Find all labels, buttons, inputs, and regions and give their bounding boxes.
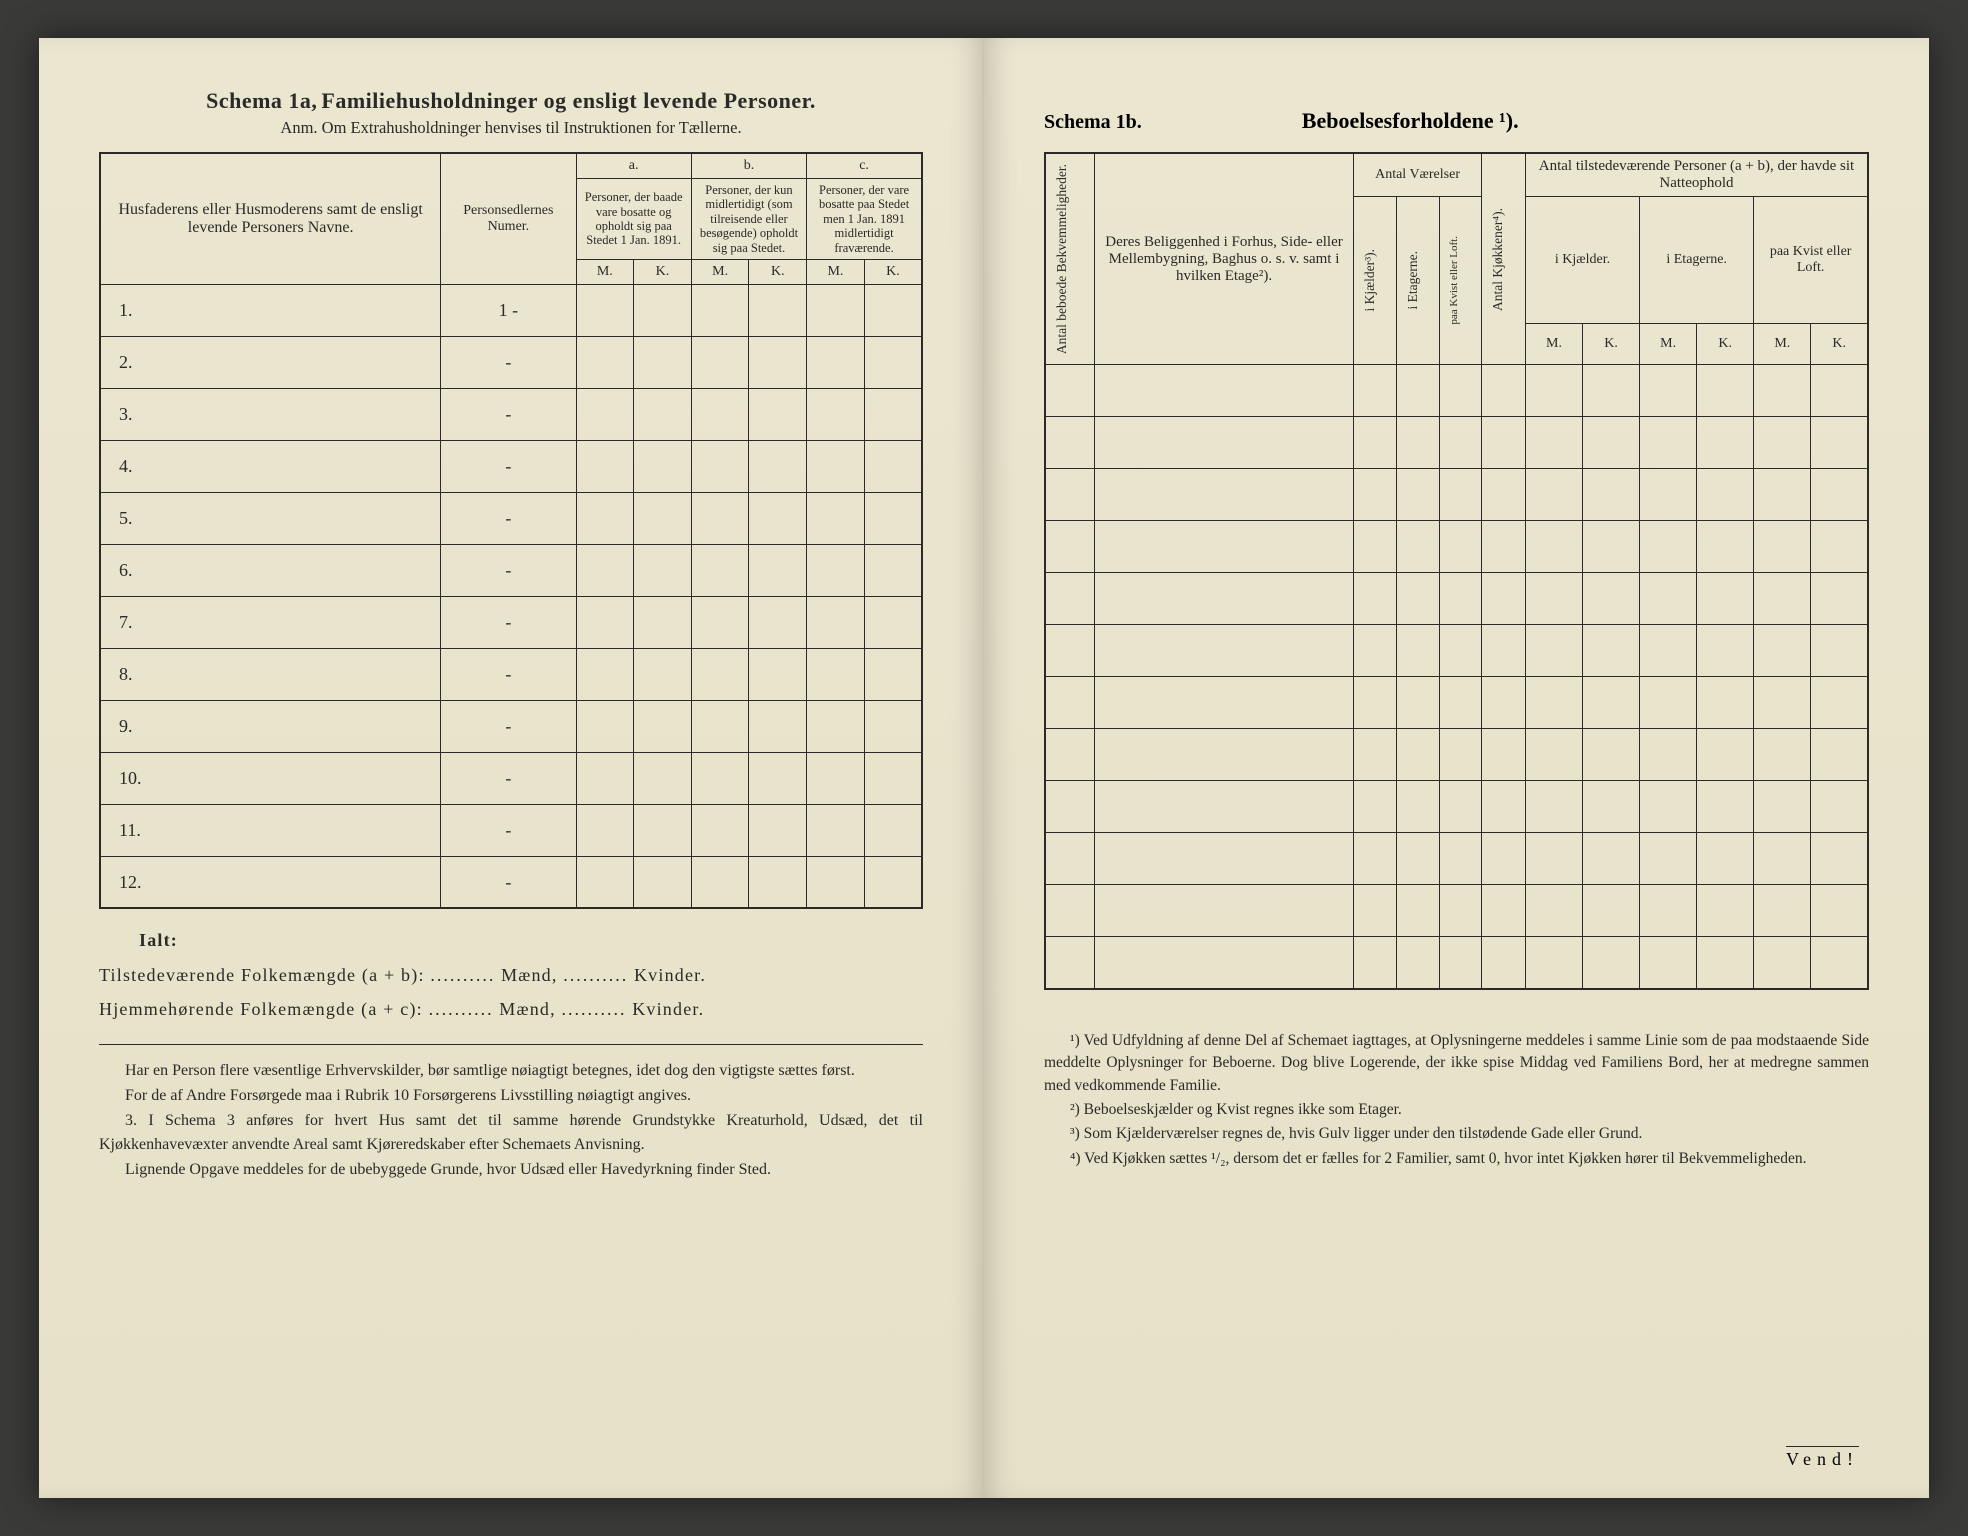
table-row: 7.- [100,596,922,648]
table-row [1045,885,1868,937]
table-row [1045,677,1868,729]
schema-1a-title: Familiehusholdninger og ensligt levende … [321,88,815,113]
table-1b: Antal beboede Bekvemmeligheder. Deres Be… [1044,152,1869,990]
person-num-cell: - [441,492,576,544]
schema-1a-label: Schema 1a, [206,88,317,113]
schema-1b-title: Beboelsesforholdene ¹). [1302,108,1519,134]
note: Har en Person flere væsentlige Erhvervsk… [99,1059,923,1082]
row-number: 9. [100,700,441,752]
mk-m: M. [691,259,749,284]
mk-k: K. [864,259,922,284]
room-sub: paa Kvist eller Loft. [1446,230,1463,331]
footnote: ³) Som Kjælderværelser regnes de, hvis G… [1044,1123,1869,1145]
table-row: 3.- [100,388,922,440]
footnotes: ¹) Ved Udfyldning af denne Del af Schema… [1044,1030,1869,1171]
table-row: 11.- [100,804,922,856]
row-number: 8. [100,648,441,700]
mk-m: M. [807,259,865,284]
table-row [1045,729,1868,781]
person-num-cell: - [441,856,576,908]
row-number: 11. [100,804,441,856]
table-1a: Husfaderens eller Husmoderens samt de en… [99,152,923,909]
col-c-text: Personer, der vare bosatte paa Stedet me… [807,179,922,260]
table-row: 8.- [100,648,922,700]
person-num-cell: - [441,440,576,492]
person-num-cell: - [441,648,576,700]
person-num-cell: - [441,700,576,752]
rooms-label: Antal Værelser [1354,153,1482,197]
col-b-text: Personer, der kun midlertidigt (som tilr… [691,179,806,260]
footnote: ¹) Ved Udfyldning af denne Del af Schema… [1044,1030,1869,1097]
person-num-cell: 1 - [441,284,576,336]
row-number: 6. [100,544,441,596]
col-beliggenhed: Deres Beliggenhed i Forhus, Side- eller … [1094,153,1353,365]
table-row: 1.1 - [100,284,922,336]
person-num-cell: - [441,804,576,856]
note: 3. I Schema 3 anføres for hvert Hus samt… [99,1109,923,1155]
row-number: 3. [100,388,441,440]
subtitle-left: Anm. Om Extrahusholdninger henvises til … [99,118,923,138]
col-bekvem: Antal beboede Bekvemmeligheder. [1052,158,1072,360]
row-number: 10. [100,752,441,804]
person-num-cell: - [441,596,576,648]
person-num-cell: - [441,336,576,388]
table-row: 5.- [100,492,922,544]
persons-label: Antal tilstedeværende Personer (a + b), … [1525,153,1868,197]
persons-sub: i Etagerne. [1640,197,1754,324]
table-row [1045,625,1868,677]
page-left: Schema 1a, Familiehusholdninger og ensli… [39,38,984,1498]
row-number: 4. [100,440,441,492]
table-row [1045,781,1868,833]
room-sub: i Etagerne. [1403,245,1423,315]
footnote: ⁴) Ved Kjøkken sættes ¹/₂, dersom det er… [1044,1148,1869,1170]
col-person-num: Personsedlernes Numer. [441,153,576,284]
note: For de af Andre Forsørgede maa i Rubrik … [99,1084,923,1107]
table-row [1045,833,1868,885]
ialt: Ialt: [99,923,923,957]
persons-sub: i Kjælder. [1525,197,1639,324]
table-row: 9.- [100,700,922,752]
persons-sub: paa Kvist eller Loft. [1754,197,1868,324]
footnote: ²) Beboelseskjælder og Kvist regnes ikke… [1044,1099,1869,1121]
table-row [1045,573,1868,625]
person-num-cell: - [441,544,576,596]
col-a-letter: a. [576,153,691,179]
sum-line2: Hjemmehørende Folkemængde (a + c): [99,999,423,1019]
row-number: 5. [100,492,441,544]
row-number: 12. [100,856,441,908]
table-row [1045,521,1868,573]
row-number: 2. [100,336,441,388]
summary-block: Ialt: Tilstedeværende Folkemængde (a + b… [99,923,923,1026]
table-row: 10.- [100,752,922,804]
person-num-cell: - [441,388,576,440]
divider [99,1044,923,1045]
col-c-letter: c. [807,153,922,179]
vend-label: Vend! [1786,1446,1859,1470]
room-sub: i Kjælder³). [1360,243,1380,318]
table-row [1045,469,1868,521]
book-spread: Schema 1a, Familiehusholdninger og ensli… [39,38,1929,1498]
table-row [1045,417,1868,469]
col-kitchens: Antal Kjøkkener⁴). [1488,202,1508,317]
col-b-letter: b. [691,153,806,179]
table-row: 6.- [100,544,922,596]
col-a-text: Personer, der baade vare bosatte og opho… [576,179,691,260]
row-number: 7. [100,596,441,648]
sum-line1: Tilstedeværende Folkemængde (a + b): [99,965,425,985]
mk-m: M. [576,259,634,284]
mk-k: K. [634,259,692,284]
col-names: Husfaderens eller Husmoderens samt de en… [100,153,441,284]
mk-k: K. [749,259,807,284]
person-num-cell: - [441,752,576,804]
table-row: 12.- [100,856,922,908]
notes-left: Har en Person flere væsentlige Erhvervsk… [99,1059,923,1181]
note: Lignende Opgave meddeles for de ubebygge… [99,1158,923,1181]
schema-1b-label: Schema 1b. [1044,111,1142,134]
table-row: 4.- [100,440,922,492]
row-number: 1. [100,284,441,336]
table-row [1045,365,1868,417]
page-right: Schema 1b. Beboelsesforholdene ¹). Antal… [984,38,1929,1498]
table-row [1045,937,1868,989]
table-row: 2.- [100,336,922,388]
